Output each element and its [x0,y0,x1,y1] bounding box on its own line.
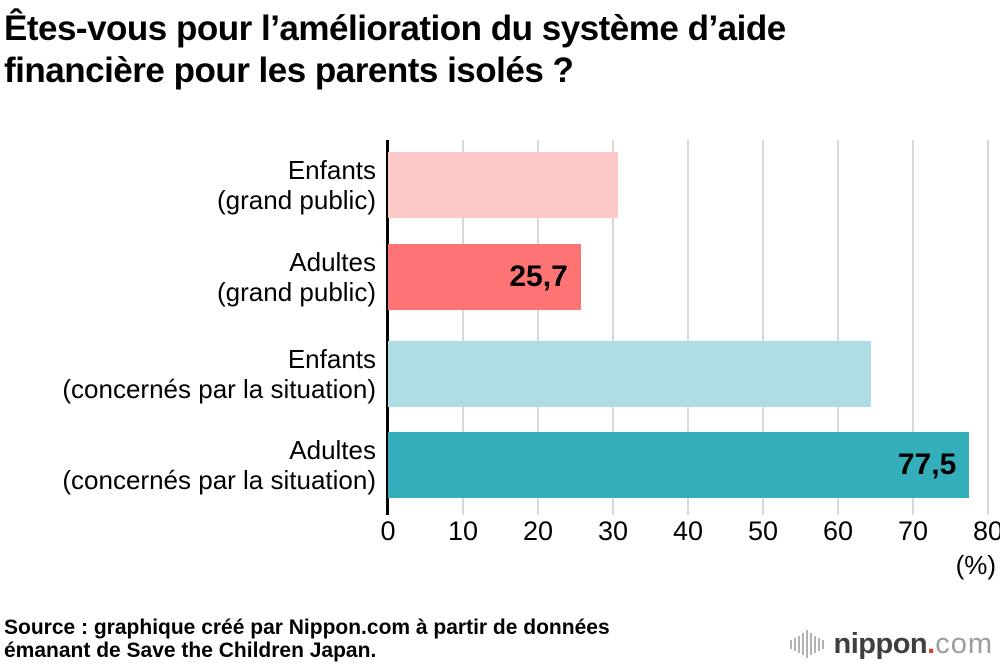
category-label-line: Adultes [289,435,376,465]
x-tick-label: 20 [522,516,554,546]
category-label: Adultes (concernés par la situation) [0,435,376,495]
category-label-line: (grand public) [217,185,376,215]
category-label-line: (concernés par la situation) [62,374,376,404]
gridline [987,140,989,515]
plot-area: (%) 0 10 20 30 40 50 60 70 80 Enfants (grand publi… [62,140,1000,580]
sound-wave-bar [801,633,804,655]
gridline [462,140,464,515]
bar: 77,5 [388,432,970,498]
sound-wave-bar [793,637,796,651]
sound-wave-bar [789,639,792,649]
sound-wave-bar [821,639,824,649]
y-axis-line [386,140,389,515]
gridline [687,140,689,515]
category-label: Enfants (concernés par la situation) [0,344,376,404]
category-label-line: (grand public) [217,277,376,307]
chart-title-line2: financière pour les parents isolés ? [4,51,574,90]
category-label-line: Enfants [287,155,376,185]
sound-wave-bar [817,637,820,651]
gridline [912,140,914,515]
sound-wave-bar [813,635,816,653]
sound-wave-icon [789,630,826,658]
category-label-line: Enfants [287,344,376,374]
source-note: Source : graphique créé par Nippon.com à… [4,616,610,662]
category-label: Adultes (grand public) [0,247,376,307]
source-note-line1: Source : graphique créé par Nippon.com à… [4,616,610,639]
bar-value-label: 25,7 [509,260,568,293]
x-tick-label: 30 [597,516,629,546]
logo-tld-text: com [935,627,993,660]
x-tick-label: 60 [822,516,854,546]
x-tick-label: 40 [672,516,704,546]
gridline [612,140,614,515]
x-tick-label: 10 [447,516,479,546]
gridline [537,140,539,515]
x-tick-label: 0 [380,516,396,546]
x-tick-label: 80 [972,516,1000,546]
nippon-logo: nippon . com [789,627,994,661]
gridline [762,140,764,515]
category-label: Enfants (grand public) [0,155,376,215]
sound-wave-bar [797,635,800,653]
sound-wave-bar [809,633,812,655]
chart-title-line1: Êtes-vous pour l’amélioration du système… [4,9,786,48]
category-label-line: (concernés par la situation) [62,465,376,495]
source-note-line2: émanant de Save the Children Japan. [4,639,377,662]
bar-value-label: 77,5 [897,448,957,481]
logo-red-dot: . [927,627,936,660]
logo-name-text: nippon [833,627,928,660]
bar [388,341,871,407]
bar [388,152,618,218]
chart-title: Êtes-vous pour l’amélioration du système… [4,8,984,92]
category-label-line: Adultes [289,247,376,277]
x-tick-label: 70 [897,516,929,546]
gridline [837,140,839,515]
axis-unit-label: (%) [955,550,996,580]
x-tick-label: 50 [747,516,779,546]
bar: 25,7 [388,244,581,310]
sound-wave-bar [805,630,808,658]
